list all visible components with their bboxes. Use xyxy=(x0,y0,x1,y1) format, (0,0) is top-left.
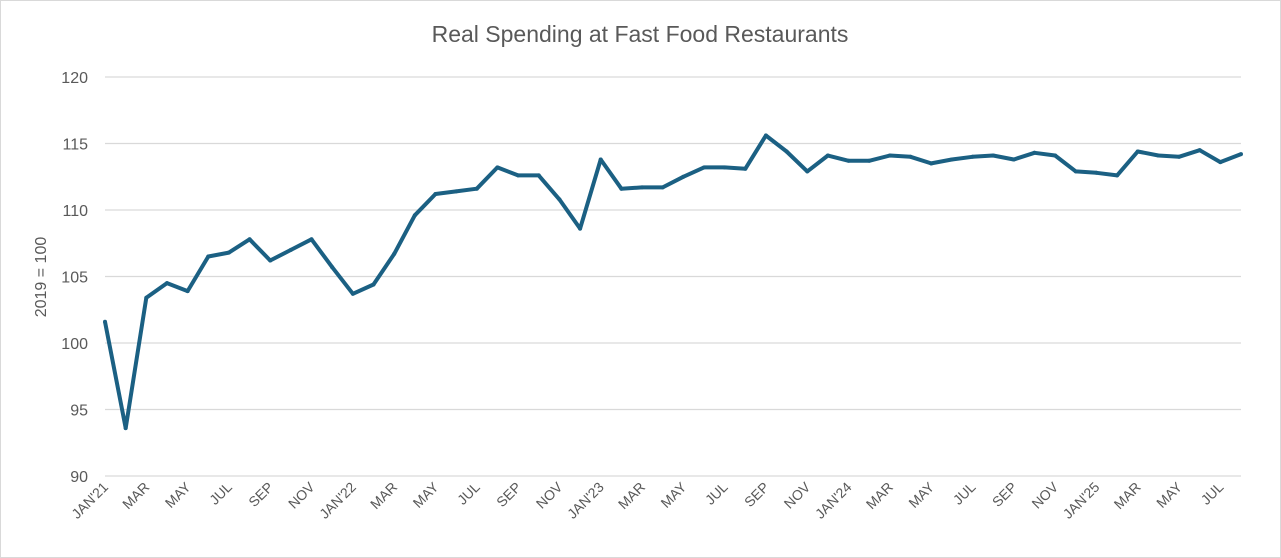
data-point xyxy=(743,166,748,171)
x-tick-label: JAN'24 xyxy=(812,479,855,522)
data-point xyxy=(392,251,397,256)
data-point xyxy=(557,197,562,202)
x-tick-label: SEP xyxy=(741,479,772,510)
data-point xyxy=(825,153,830,158)
x-tick-label: JUL xyxy=(950,479,979,508)
data-point xyxy=(164,281,169,286)
data-point xyxy=(763,133,768,138)
x-tick-label: MAY xyxy=(905,478,937,510)
x-tick-label: NOV xyxy=(285,478,318,511)
data-point xyxy=(805,169,810,174)
series-line xyxy=(103,133,1242,431)
data-point xyxy=(495,165,500,170)
data-point xyxy=(247,237,252,242)
data-point xyxy=(1011,157,1016,162)
y-tick-label: 100 xyxy=(61,336,88,353)
data-point xyxy=(1218,160,1223,165)
data-point xyxy=(206,254,211,259)
y-tick-label: 115 xyxy=(62,137,88,154)
x-tick-label: MAR xyxy=(119,479,152,512)
x-tick-label: JUL xyxy=(206,479,235,508)
data-point xyxy=(536,173,541,178)
data-point xyxy=(1135,149,1140,154)
x-tick-label: MAY xyxy=(410,478,442,510)
data-point xyxy=(929,161,934,166)
data-point xyxy=(433,192,438,197)
data-point xyxy=(288,247,293,252)
data-point xyxy=(846,158,851,163)
x-tick-label: MAR xyxy=(1111,479,1144,512)
x-tick-label: NOV xyxy=(1028,478,1061,511)
data-point xyxy=(412,213,417,218)
data-point xyxy=(722,165,727,170)
x-tick-label: JUL xyxy=(454,479,483,508)
x-tick-label: JAN'22 xyxy=(316,479,359,522)
x-tick-label: JAN'25 xyxy=(1060,479,1103,522)
data-point xyxy=(103,319,107,324)
x-tick-label: SEP xyxy=(989,479,1020,510)
x-tick-label: SEP xyxy=(245,479,276,510)
data-point xyxy=(619,186,624,191)
data-points xyxy=(103,133,1243,431)
x-tick-label: SEP xyxy=(493,479,524,510)
data-point xyxy=(226,250,231,255)
data-point xyxy=(330,265,335,270)
x-tick-label: NOV xyxy=(781,478,814,511)
data-point xyxy=(371,282,376,287)
data-point xyxy=(578,226,583,231)
data-point xyxy=(185,289,190,294)
data-point xyxy=(1156,153,1161,158)
data-point xyxy=(598,157,603,162)
data-point xyxy=(991,153,996,158)
y-tick-label: 110 xyxy=(62,203,88,220)
x-tick-label: JAN'23 xyxy=(564,479,607,522)
data-point xyxy=(474,186,479,191)
y-tick-label: 120 xyxy=(61,70,88,87)
data-point xyxy=(949,157,954,162)
data-point xyxy=(887,153,892,158)
data-point xyxy=(1053,153,1058,158)
y-tick-label: 95 xyxy=(70,403,88,420)
data-point xyxy=(640,185,645,190)
gridlines xyxy=(105,76,1241,477)
data-point xyxy=(1115,173,1120,178)
data-point xyxy=(681,174,686,179)
data-point xyxy=(1073,169,1078,174)
data-point xyxy=(784,149,789,154)
x-tick-label: JUL xyxy=(702,479,731,508)
x-tick-label: MAY xyxy=(657,478,689,510)
data-point xyxy=(309,237,314,242)
y-axis-label: 2019 = 100 xyxy=(33,237,50,318)
data-point xyxy=(1032,150,1037,155)
y-tick-label: 90 xyxy=(70,469,88,486)
data-point xyxy=(350,291,355,296)
data-point xyxy=(516,173,521,178)
data-point xyxy=(908,154,913,159)
data-point xyxy=(1177,154,1182,159)
x-tick-label: MAR xyxy=(367,479,400,512)
y-tick-labels: 90 95 100 105 110 115 120 xyxy=(61,70,88,486)
data-point xyxy=(1239,152,1243,157)
data-point xyxy=(454,189,459,194)
data-point xyxy=(1094,170,1099,175)
y-tick-label: 105 xyxy=(61,270,88,287)
data-point xyxy=(268,258,273,263)
x-tick-label: JUL xyxy=(1198,479,1227,508)
data-point xyxy=(970,154,975,159)
x-tick-label: MAR xyxy=(863,479,896,512)
data-point xyxy=(123,426,128,431)
x-tick-label: MAR xyxy=(615,479,648,512)
data-point xyxy=(1197,148,1202,153)
data-point xyxy=(701,165,706,170)
chart-title: Real Spending at Fast Food Restaurants xyxy=(432,21,849,47)
x-tick-label: MAY xyxy=(1153,478,1185,510)
data-point xyxy=(867,158,872,163)
data-point xyxy=(144,295,149,300)
data-point xyxy=(660,185,665,190)
x-tick-label: MAY xyxy=(162,478,194,510)
x-tick-label: NOV xyxy=(533,478,566,511)
